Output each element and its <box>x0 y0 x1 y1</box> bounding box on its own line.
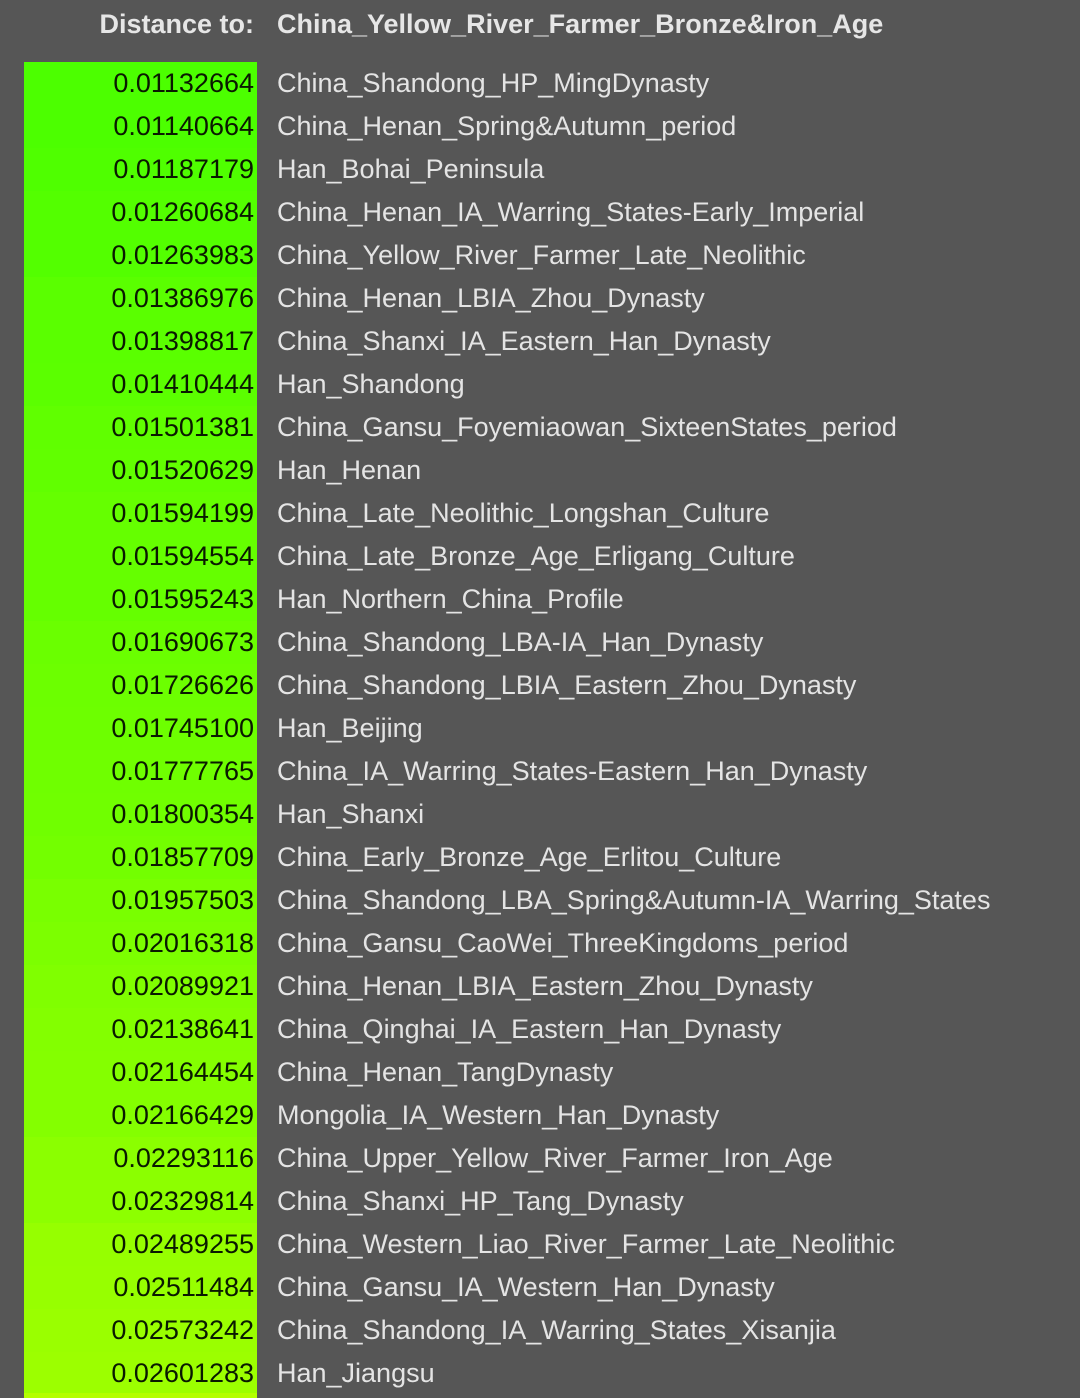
table-row: 0.01726626 China_Shandong_LBIA_Eastern_Zh… <box>0 664 1080 707</box>
distance-value: 0.02329814 <box>24 1180 257 1223</box>
table-row: 0.01957503 China_Shandong_LBA_Spring&Autu… <box>0 879 1080 922</box>
table-row: 0.01745100 Han_Beijing <box>0 707 1080 750</box>
distance-value: 0.01132664 <box>24 62 257 105</box>
population-name: China_Shandong_LBA_Spring&Autumn-IA_Warr… <box>277 885 991 915</box>
population-name: China_IA_Warring_States-Eastern_Han_Dyna… <box>277 756 868 786</box>
table-row: 0.01520629 Han_Henan <box>0 449 1080 492</box>
distance-value: 0.01957503 <box>24 879 257 922</box>
population-name: China_Early_Bronze_Age_Erlitou_Culture <box>277 842 782 872</box>
distance-value: 0.02573242 <box>24 1309 257 1352</box>
distance-value: 0.02089921 <box>24 965 257 1008</box>
population-name: China_Late_Neolithic_Longshan_Culture <box>277 498 770 528</box>
population-name: China_Shanxi_IA_Eastern_Han_Dynasty <box>277 326 771 356</box>
distance-value: 0.02138641 <box>24 1008 257 1051</box>
distance-value: 0.01594199 <box>24 492 257 535</box>
population-name: Han_Jiangsu <box>277 1358 435 1388</box>
distance-table: 0.01132664 China_Shandong_HP_MingDynasty 0… <box>0 62 1080 1395</box>
table-row: 0.01800354 Han_Shanxi <box>0 793 1080 836</box>
population-name: Han_Shanxi <box>277 799 425 829</box>
population-name: China_Henan_LBIA_Zhou_Dynasty <box>277 283 705 313</box>
distance-value: 0.02016318 <box>24 922 257 965</box>
distance-value: 0.02164454 <box>24 1051 257 1094</box>
population-name: Han_Bohai_Peninsula <box>277 154 545 184</box>
population-name: Han_Beijing <box>277 713 423 743</box>
distance-value: 0.01595243 <box>24 578 257 621</box>
table-row: 0.02329814 China_Shanxi_HP_Tang_Dynasty <box>0 1180 1080 1223</box>
distance-value: 0.01501381 <box>24 406 257 449</box>
distance-value: 0.01777765 <box>24 750 257 793</box>
distance-value: 0.01260684 <box>24 191 257 234</box>
target-population: China_Yellow_River_Farmer_Bronze&Iron_Ag… <box>277 9 884 39</box>
distance-value: 0.02166429 <box>24 1094 257 1137</box>
population-name: China_Shandong_LBA-IA_Han_Dynasty <box>277 627 764 657</box>
distance-value: 0.01398817 <box>24 320 257 363</box>
table-row: 0.02164454 China_Henan_TangDynasty <box>0 1051 1080 1094</box>
distance-value: 0.02511484 <box>24 1266 257 1309</box>
table-row: 0.01187179 Han_Bohai_Peninsula <box>0 148 1080 191</box>
population-name: China_Gansu_CaoWei_ThreeKingdoms_period <box>277 928 849 958</box>
distance-value: 0.02293116 <box>24 1137 257 1180</box>
table-row: 0.01140664 China_Henan_Spring&Autumn_peri… <box>0 105 1080 148</box>
population-name: Han_Shandong <box>277 369 465 399</box>
distance-value: 0.01726626 <box>24 664 257 707</box>
table-row: 0.01386976 China_Henan_LBIA_Zhou_Dynasty <box>0 277 1080 320</box>
population-name: China_Upper_Yellow_River_Farmer_Iron_Age <box>277 1143 833 1173</box>
population-name: Han_Northern_China_Profile <box>277 584 624 614</box>
table-row: 0.01263983 China_Yellow_River_Farmer_Late… <box>0 234 1080 277</box>
table-row: 0.01690673 China_Shandong_LBA-IA_Han_Dyna… <box>0 621 1080 664</box>
population-name: China_Western_Liao_River_Farmer_Late_Neo… <box>277 1229 895 1259</box>
population-name: China_Qinghai_IA_Eastern_Han_Dynasty <box>277 1014 782 1044</box>
distance-value: 0.01410444 <box>24 363 257 406</box>
table-row: 0.02489255 China_Western_Liao_River_Farme… <box>0 1223 1080 1266</box>
population-name: China_Gansu_Foyemiaowan_SixteenStates_pe… <box>277 412 897 442</box>
table-row: 0.01501381 China_Gansu_Foyemiaowan_Sixtee… <box>0 406 1080 449</box>
table-row: 0.02138641 China_Qinghai_IA_Eastern_Han_D… <box>0 1008 1080 1051</box>
distance-value: 0.01690673 <box>24 621 257 664</box>
population-name: Han_Henan <box>277 455 422 485</box>
distance-to-label: Distance to: <box>99 9 254 39</box>
population-name: China_Henan_Spring&Autumn_period <box>277 111 737 141</box>
distance-value: 0.02489255 <box>24 1223 257 1266</box>
distance-value: 0.01386976 <box>24 277 257 320</box>
table-row: 0.01777765 China_IA_Warring_States-Easter… <box>0 750 1080 793</box>
distance-value: 0.01800354 <box>24 793 257 836</box>
table-row: 0.01595243 Han_Northern_China_Profile <box>0 578 1080 621</box>
population-name: China_Shandong_LBIA_Eastern_Zhou_Dynasty <box>277 670 857 700</box>
distance-value: 0.02601283 <box>24 1352 257 1395</box>
table-row: 0.01594554 China_Late_Bronze_Age_Erligang… <box>0 535 1080 578</box>
table-row: 0.02573242 China_Shandong_IA_Warring_Stat… <box>0 1309 1080 1352</box>
distance-value: 0.01857709 <box>24 836 257 879</box>
distance-value: 0.01263983 <box>24 234 257 277</box>
distance-value: 0.01187179 <box>24 148 257 191</box>
table-row: 0.01857709 China_Early_Bronze_Age_Erlitou… <box>0 836 1080 879</box>
distance-value: 0.01594554 <box>24 535 257 578</box>
population-name: China_Late_Bronze_Age_Erligang_Culture <box>277 541 795 571</box>
table-row: 0.02166429 Mongolia_IA_Western_Han_Dynast… <box>0 1094 1080 1137</box>
population-name: China_Shanxi_HP_Tang_Dynasty <box>277 1186 684 1216</box>
table-row: 0.02016318 China_Gansu_CaoWei_ThreeKingdo… <box>0 922 1080 965</box>
header: Distance to: China_Yellow_River_Farmer_B… <box>0 6 1080 42</box>
table-row: 0.02511484 China_Gansu_IA_Western_Han_Dyn… <box>0 1266 1080 1309</box>
population-name: Mongolia_IA_Western_Han_Dynasty <box>277 1100 720 1130</box>
population-name: China_Shandong_IA_Warring_States_Xisanji… <box>277 1315 836 1345</box>
distance-value: 0.01520629 <box>24 449 257 492</box>
table-row: 0.01410444 Han_Shandong <box>0 363 1080 406</box>
population-name: China_Henan_LBIA_Eastern_Zhou_Dynasty <box>277 971 813 1001</box>
table-row: 0.02089921 China_Henan_LBIA_Eastern_Zhou_… <box>0 965 1080 1008</box>
distance-value: 0.01140664 <box>24 105 257 148</box>
population-name: China_Henan_IA_Warring_States-Early_Impe… <box>277 197 865 227</box>
distance-value: 0.01745100 <box>24 707 257 750</box>
table-row: 0.02293116 China_Upper_Yellow_River_Farme… <box>0 1137 1080 1180</box>
table-row: 0.01132664 China_Shandong_HP_MingDynasty <box>0 62 1080 105</box>
partial-row <box>24 1393 257 1398</box>
table-row: 0.02601283 Han_Jiangsu <box>0 1352 1080 1395</box>
table-row: 0.01594199 China_Late_Neolithic_Longshan_… <box>0 492 1080 535</box>
table-row: 0.01398817 China_Shanxi_IA_Eastern_Han_Dy… <box>0 320 1080 363</box>
population-name: China_Yellow_River_Farmer_Late_Neolithic <box>277 240 806 270</box>
population-name: China_Gansu_IA_Western_Han_Dynasty <box>277 1272 775 1302</box>
population-name: China_Shandong_HP_MingDynasty <box>277 68 710 98</box>
population-name: China_Henan_TangDynasty <box>277 1057 614 1087</box>
table-row: 0.01260684 China_Henan_IA_Warring_States-… <box>0 191 1080 234</box>
